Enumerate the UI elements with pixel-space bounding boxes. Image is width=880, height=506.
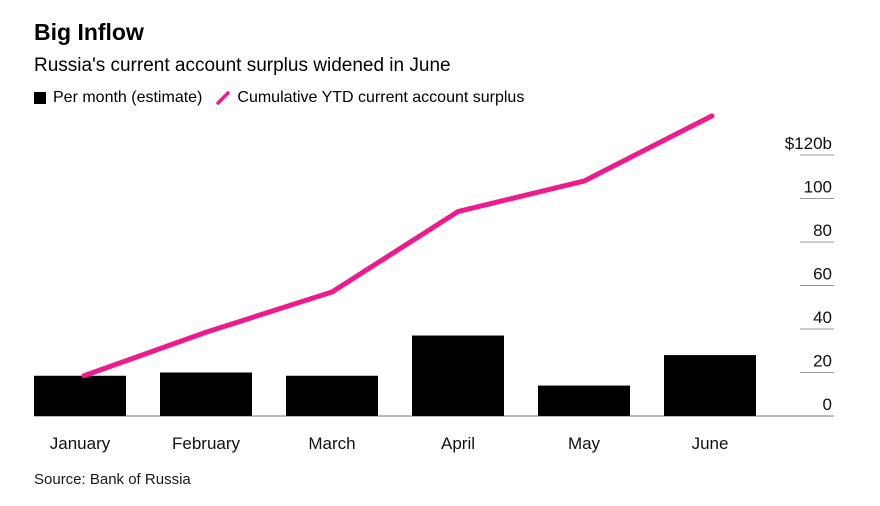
legend-bar-label: Per month (estimate) — [53, 89, 203, 106]
x-tick-label-january: January — [50, 434, 111, 453]
y-tick-label-60: 60 — [813, 265, 832, 284]
legend: Per month (estimate) Cumulative YTD curr… — [34, 89, 538, 107]
x-tick-label-february: February — [172, 434, 241, 453]
chart-subtitle: Russia's current account surplus widened… — [34, 55, 451, 76]
legend-line-label: Cumulative YTD current account surplus — [237, 89, 525, 106]
bars — [34, 335, 756, 416]
cumulative-line — [81, 113, 715, 379]
bar-march — [286, 375, 378, 416]
line-swatch-icon — [216, 91, 231, 105]
y-tick-label-0: 0 — [823, 395, 832, 414]
bar-january — [34, 375, 126, 416]
bar-swatch-icon — [34, 92, 46, 104]
y-tick-label-40: 40 — [813, 308, 832, 327]
y-tick-label-100: 100 — [804, 178, 832, 197]
chart-title: Big Inflow — [34, 19, 144, 45]
legend-item-bars: Per month (estimate) — [34, 89, 202, 107]
x-tick-label-june: June — [692, 434, 729, 453]
x-tick-label-may: May — [568, 434, 601, 453]
x-tick-label-march: March — [308, 434, 355, 453]
x-tick-label-april: April — [441, 434, 475, 453]
y-tick-label-80: 80 — [813, 221, 832, 240]
bar-february — [160, 372, 252, 416]
x-axis-ticks: January February March April May June — [50, 434, 729, 453]
y-axis-ticks: 0 20 40 60 80 100 $120b — [785, 134, 832, 414]
y-tick-label-20: 20 — [813, 352, 832, 371]
bar-june — [664, 355, 756, 416]
bar-may — [538, 385, 630, 416]
legend-item-line: Cumulative YTD current account surplus — [216, 89, 524, 107]
bar-april — [412, 335, 504, 416]
y-tick-label-120: $120b — [785, 134, 832, 153]
source-note: Source: Bank of Russia — [34, 471, 191, 488]
cumulative-series-line — [81, 113, 715, 379]
